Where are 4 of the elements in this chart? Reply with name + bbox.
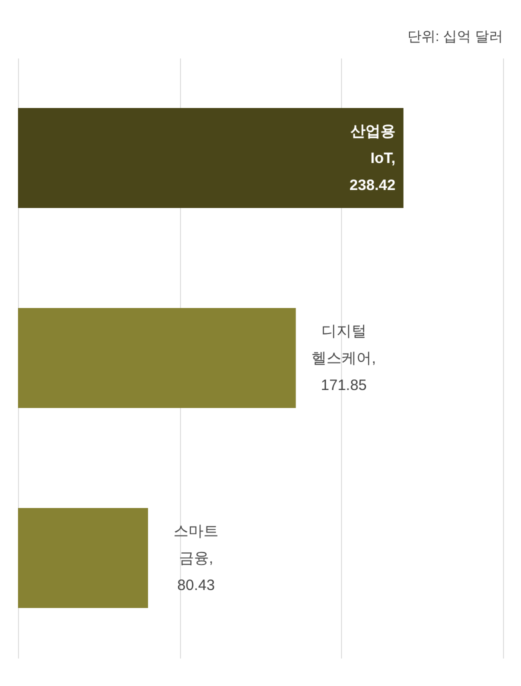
data-label: 디지털 헬스케어, 171.85 (312, 323, 376, 394)
data-label: 스마트 금융, 80.43 (174, 523, 219, 594)
text: 단위: 십억 달러 (407, 28, 503, 44)
data-label: 산업용 IoT, 238.42 (350, 123, 396, 194)
